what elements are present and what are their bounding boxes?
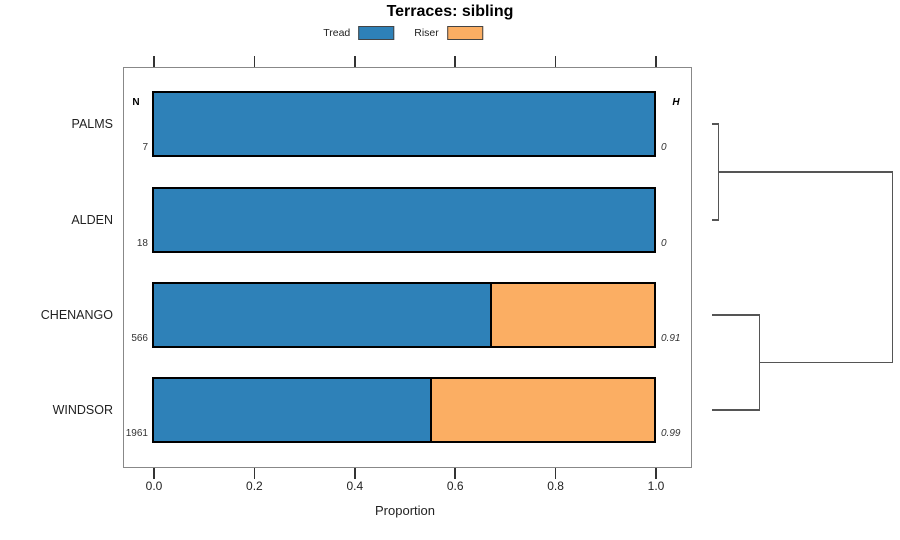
dendrogram-line [718,171,893,173]
h-column-header: H [672,97,680,108]
h-value: 0 [661,142,667,153]
x-tick-label: 0.8 [547,479,564,493]
x-tick-top [554,56,557,67]
legend-label: Tread [323,27,351,39]
n-column-header: N [132,97,140,108]
h-value: 0 [661,238,667,249]
x-tick-top [454,56,456,67]
stacked-bar [152,282,656,348]
legend-swatch [446,26,483,40]
legend-item: Riser [414,26,483,40]
x-tick-bottom [554,468,557,479]
stacked-bar [152,377,656,443]
bar-segment-riser [491,284,654,346]
h-value: 0.91 [661,333,681,344]
x-tick-bottom [354,468,356,479]
x-tick-top [354,56,356,67]
n-value: 566 [131,333,148,344]
dendrogram-line [712,409,760,411]
n-value: 1961 [125,428,148,439]
category-label: CHENANGO [40,308,113,322]
x-tick-top [153,56,155,67]
legend-swatch [358,26,395,40]
dendrogram-line [712,123,719,125]
legend-item: Tread [323,26,395,40]
x-tick-top [253,56,256,67]
n-value: 7 [142,142,148,153]
x-tick-label: 1.0 [647,479,665,493]
stacked-bar [152,187,656,253]
dendrogram-line [891,172,894,363]
x-tick-label: 0.4 [346,479,364,493]
category-label: ALDEN [71,213,113,227]
x-tick-bottom [454,468,456,479]
x-tick-top [655,56,657,67]
dendrogram-line [712,314,760,316]
x-axis-label: Proportion [375,503,435,518]
h-value: 0.99 [661,428,681,439]
x-tick-bottom [153,468,155,479]
dendrogram-line [759,361,893,364]
n-value: 18 [136,238,148,249]
bar-segment-tread [154,284,492,346]
chart-title: Terraces: sibling [386,3,514,20]
x-tick-label: 0.6 [446,479,464,493]
legend: Tread Riser [323,26,483,40]
legend-label: Riser [414,27,439,39]
x-tick-bottom [655,468,657,479]
x-tick-label: 0.2 [246,479,263,493]
bar-segment-tread [154,379,432,441]
bar-segment-tread [154,93,654,155]
bar-segment-riser [431,379,654,441]
x-tick-bottom [253,468,256,479]
category-label: PALMS [71,117,113,131]
stacked-bar [152,91,656,157]
category-label: WINDSOR [52,403,113,417]
bar-segment-tread [154,189,654,251]
x-tick-label: 0.0 [145,479,163,493]
dendrogram-line [712,219,719,221]
